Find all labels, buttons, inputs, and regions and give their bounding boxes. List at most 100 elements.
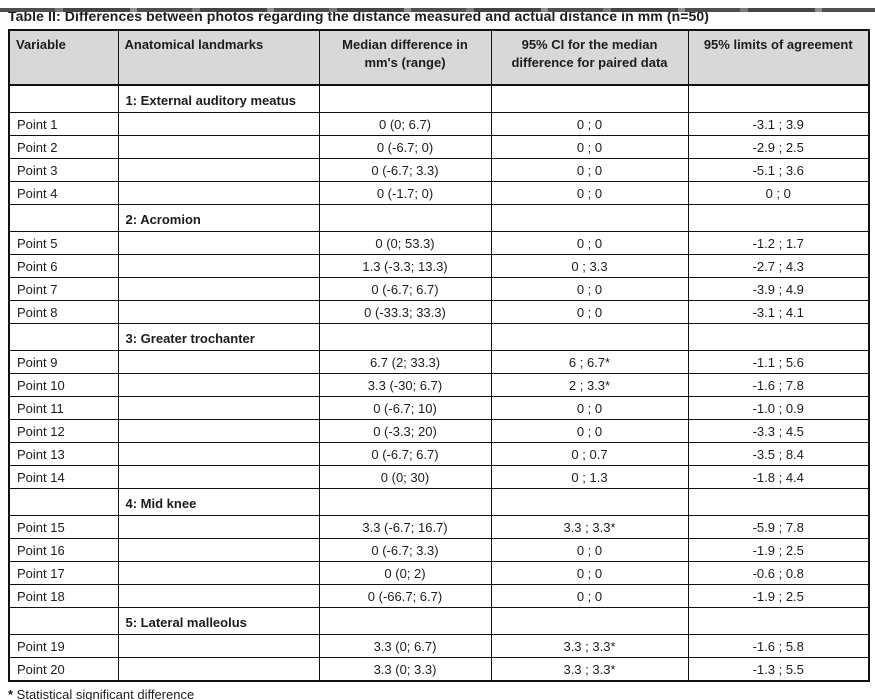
- section-row: 4: Mid knee: [8, 488, 870, 516]
- table-row: Point 11 0 (-6.7; 10) 0 ; 0 -1.0 ; 0.9: [8, 396, 870, 420]
- loa-cell: -1.1 ; 5.6: [687, 350, 870, 374]
- variable-cell: Point 1: [8, 112, 119, 136]
- variable-cell: Point 13: [8, 442, 119, 466]
- variable-cell: Point 4: [8, 181, 119, 205]
- col-header-variable: Variable: [8, 29, 119, 86]
- loa-cell: -5.9 ; 7.8: [687, 515, 870, 539]
- median-cell: [318, 323, 492, 351]
- ci-cell: [490, 488, 689, 516]
- loa-cell: [687, 607, 870, 635]
- landmark-cell: [117, 112, 320, 136]
- variable-cell: Point 3: [8, 158, 119, 182]
- median-cell: 1.3 (-3.3; 13.3): [318, 254, 492, 278]
- variable-cell: Point 19: [8, 634, 119, 658]
- loa-cell: -1.2 ; 1.7: [687, 231, 870, 255]
- loa-cell: -3.9 ; 4.9: [687, 277, 870, 301]
- loa-cell: [687, 84, 870, 113]
- loa-cell: -2.7 ; 4.3: [687, 254, 870, 278]
- table-header: Variable Anatomical landmarks Median dif…: [8, 29, 870, 86]
- median-cell: [318, 607, 492, 635]
- loa-cell: -2.9 ; 2.5: [687, 135, 870, 159]
- median-cell: 3.3 (0; 6.7): [318, 634, 492, 658]
- table-row: Point 7 0 (-6.7; 6.7) 0 ; 0 -3.9 ; 4.9: [8, 277, 870, 301]
- variable-cell: Point 9: [8, 350, 119, 374]
- landmark-cell: [117, 277, 320, 301]
- median-cell: 0 (0; 30): [318, 465, 492, 489]
- loa-cell: -1.3 ; 5.5: [687, 657, 870, 682]
- landmark-cell: [117, 396, 320, 420]
- section-row: 1: External auditory meatus: [8, 84, 870, 113]
- ci-cell: [490, 204, 689, 232]
- ci-cell: 0 ; 1.3: [490, 465, 689, 489]
- results-table: Variable Anatomical landmarks Median dif…: [8, 29, 870, 682]
- variable-cell: Point 18: [8, 584, 119, 608]
- median-cell: 0 (0; 6.7): [318, 112, 492, 136]
- median-cell: 0 (-6.7; 3.3): [318, 158, 492, 182]
- table-row: Point 16 0 (-6.7; 3.3) 0 ; 0 -1.9 ; 2.5: [8, 538, 870, 562]
- col-header-ci: 95% CI for the median difference for pai…: [490, 29, 689, 86]
- landmark-cell: 1: External auditory meatus: [117, 84, 320, 113]
- variable-cell: [8, 607, 119, 635]
- variable-cell: Point 2: [8, 135, 119, 159]
- landmark-cell: 5: Lateral malleolus: [117, 607, 320, 635]
- table-row: Point 2 0 (-6.7; 0) 0 ; 0 -2.9 ; 2.5: [8, 135, 870, 159]
- loa-cell: [687, 323, 870, 351]
- median-cell: 0 (0; 53.3): [318, 231, 492, 255]
- ci-cell: 0 ; 0: [490, 300, 689, 324]
- variable-cell: Point 16: [8, 538, 119, 562]
- loa-cell: -1.8 ; 4.4: [687, 465, 870, 489]
- ci-cell: 0 ; 0: [490, 231, 689, 255]
- table-row: Point 12 0 (-3.3; 20) 0 ; 0 -3.3 ; 4.5: [8, 419, 870, 443]
- section-row: 3: Greater trochanter: [8, 323, 870, 351]
- landmark-cell: [117, 350, 320, 374]
- table-body: 1: External auditory meatus Point 1 0 (0; …: [8, 84, 870, 682]
- scanned-paper-page: Table II: Differences between photos reg…: [0, 8, 875, 700]
- variable-cell: Point 17: [8, 561, 119, 585]
- landmark-cell: [117, 158, 320, 182]
- table-row: Point 20 3.3 (0; 3.3) 3.3 ; 3.3* -1.3 ; 5.5: [8, 657, 870, 682]
- table-row: Point 14 0 (0; 30) 0 ; 1.3 -1.8 ; 4.4: [8, 465, 870, 489]
- loa-cell: -3.3 ; 4.5: [687, 419, 870, 443]
- landmark-cell: [117, 135, 320, 159]
- footnote-text: Statistical significant difference: [13, 687, 195, 700]
- variable-cell: Point 14: [8, 465, 119, 489]
- landmark-cell: [117, 181, 320, 205]
- variable-cell: Point 10: [8, 373, 119, 397]
- table-title: Table II: Differences between photos reg…: [8, 8, 710, 24]
- ci-cell: [490, 84, 689, 113]
- loa-cell: -3.1 ; 4.1: [687, 300, 870, 324]
- loa-cell: -0.6 ; 0.8: [687, 561, 870, 585]
- footnote-asterisk: *: [8, 687, 14, 700]
- variable-cell: [8, 84, 119, 113]
- ci-cell: 0 ; 0: [490, 538, 689, 562]
- ci-cell: 0 ; 0: [490, 584, 689, 608]
- loa-cell: [687, 488, 870, 516]
- header-row: Variable Anatomical landmarks Median dif…: [8, 29, 870, 86]
- median-cell: 6.7 (2; 33.3): [318, 350, 492, 374]
- median-cell: [318, 84, 492, 113]
- table-row: Point 8 0 (-33.3; 33.3) 0 ; 0 -3.1 ; 4.1: [8, 300, 870, 324]
- ci-cell: [490, 607, 689, 635]
- table-row: Point 1 0 (0; 6.7) 0 ; 0 -3.1 ; 3.9: [8, 112, 870, 136]
- landmark-cell: [117, 254, 320, 278]
- table-row: Point 15 3.3 (-6.7; 16.7) 3.3 ; 3.3* -5.9 ;…: [8, 515, 870, 539]
- variable-cell: Point 8: [8, 300, 119, 324]
- variable-cell: Point 20: [8, 657, 119, 682]
- variable-cell: Point 11: [8, 396, 119, 420]
- landmark-cell: 3: Greater trochanter: [117, 323, 320, 351]
- table-row: Point 9 6.7 (2; 33.3) 6 ; 6.7* -1.1 ; 5.6: [8, 350, 870, 374]
- ci-cell: 0 ; 0: [490, 561, 689, 585]
- variable-cell: [8, 488, 119, 516]
- loa-cell: -1.6 ; 5.8: [687, 634, 870, 658]
- landmark-cell: [117, 373, 320, 397]
- section-row: 2: Acromion: [8, 204, 870, 232]
- table-row: Point 18 0 (-66.7; 6.7) 0 ; 0 -1.9 ; 2.5: [8, 584, 870, 608]
- col-header-loa: 95% limits of agreement: [687, 29, 870, 86]
- landmark-cell: [117, 419, 320, 443]
- variable-cell: Point 6: [8, 254, 119, 278]
- ci-cell: 3.3 ; 3.3*: [490, 634, 689, 658]
- landmark-cell: [117, 515, 320, 539]
- median-cell: 3.3 (-30; 6.7): [318, 373, 492, 397]
- loa-cell: 0 ; 0: [687, 181, 870, 205]
- landmark-cell: [117, 584, 320, 608]
